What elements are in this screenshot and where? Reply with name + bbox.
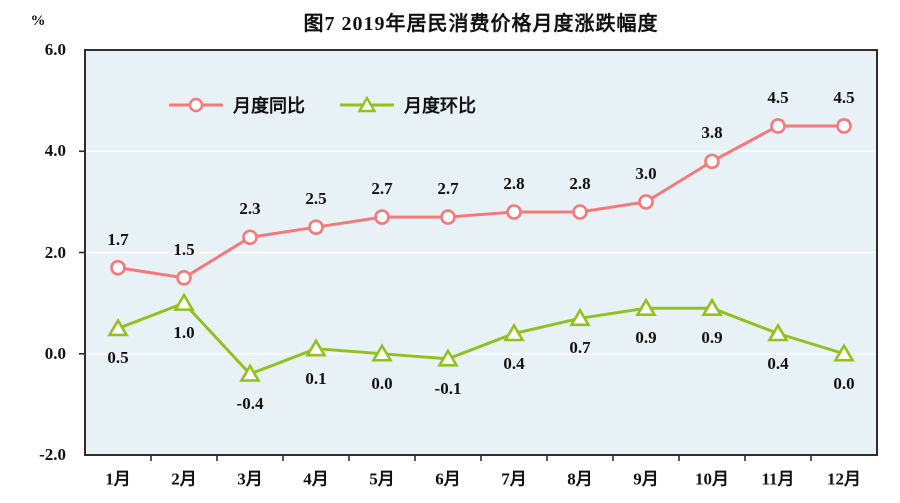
y-tick-label: -2.0 [39, 445, 66, 464]
x-axis-label: 3月 [237, 469, 263, 489]
data-label: 1.0 [173, 323, 195, 343]
data-label: 0.0 [371, 373, 393, 393]
triangle-marker [173, 292, 195, 311]
circle-marker [704, 153, 720, 170]
chart-legend: 月度同比 月度环比 [168, 92, 476, 118]
y-tick-label: 4.0 [44, 141, 66, 161]
circle-marker [506, 204, 522, 220]
legend-item-1: 月度环比 [339, 92, 476, 118]
legend-label: 月度同比 [233, 96, 305, 116]
triangle-line-swatch-icon [340, 95, 394, 113]
data-label: 0.4 [503, 353, 525, 373]
x-axis-label: 1月 [105, 469, 131, 489]
data-label: 1.5 [173, 239, 195, 259]
data-label: 0.1 [305, 368, 327, 388]
circle-marker [770, 118, 786, 134]
y-tick-label: 2.0 [44, 242, 66, 262]
triangle-marker [305, 338, 327, 357]
triangle-marker [767, 322, 789, 342]
data-label: -0.1 [434, 378, 462, 398]
circle-marker [440, 209, 456, 225]
triangle-marker [371, 343, 393, 362]
triangle-marker [239, 363, 261, 382]
data-label: 0.9 [635, 328, 657, 348]
circle-marker [374, 209, 390, 225]
circle-marker [242, 229, 258, 246]
data-label: 0.9 [701, 328, 723, 348]
data-label: 3.8 [701, 123, 723, 143]
triangle-marker [701, 297, 723, 316]
legend-label: 月度环比 [404, 96, 476, 116]
data-label: 2.7 [437, 179, 459, 199]
triangle-marker [635, 297, 657, 316]
data-label: 2.3 [239, 199, 261, 219]
triangle-marker [107, 317, 129, 337]
triangle-marker [569, 307, 591, 327]
triangle-marker [833, 343, 855, 362]
x-axis-label: 8月 [567, 469, 593, 489]
data-label: 3.0 [635, 163, 657, 183]
triangle-marker [503, 322, 525, 342]
triangle-marker [437, 348, 459, 367]
circle-marker [308, 219, 324, 235]
data-label: 2.5 [305, 189, 327, 209]
x-axis-label: 7月 [501, 469, 527, 489]
x-axis-label: 2月 [171, 469, 197, 489]
data-label: 2.8 [569, 174, 591, 193]
chart-title: 图7 2019年居民消费价格月度涨跌幅度 [303, 13, 659, 35]
circle-line-swatch-icon [169, 97, 223, 113]
x-axis-label: 12月 [827, 469, 861, 489]
data-label: 1.7 [107, 229, 129, 249]
data-label: 0.0 [833, 373, 855, 393]
data-label: 0.7 [569, 338, 591, 358]
series-line-1 [116, 301, 846, 376]
circle-marker [176, 270, 192, 286]
plot-border [84, 49, 878, 456]
x-axis-label: 11月 [761, 469, 795, 489]
data-label: 4.5 [833, 87, 855, 107]
data-label: 2.7 [371, 179, 393, 199]
y-tick-label: 6.0 [44, 40, 66, 59]
legend-item-0: 月度同比 [168, 92, 305, 118]
data-label: 0.5 [107, 348, 129, 368]
x-axis-label: 10月 [695, 469, 729, 489]
x-axis-label: 6月 [435, 469, 461, 489]
x-axis-label: 4月 [303, 469, 329, 489]
x-axis-label: 9月 [633, 469, 659, 489]
circle-marker [110, 259, 126, 276]
circle-marker [638, 194, 654, 210]
y-axis-unit-label: % [30, 13, 46, 29]
circle-marker [836, 118, 852, 134]
series-line-0 [116, 124, 846, 280]
data-label: 4.5 [767, 87, 789, 107]
data-label: -0.4 [236, 394, 264, 413]
y-tick-label: 0.0 [44, 343, 66, 363]
circle-marker [572, 204, 588, 220]
data-label: 2.8 [503, 174, 525, 193]
data-label: 0.4 [767, 353, 789, 373]
x-axis-label: 5月 [369, 469, 395, 489]
